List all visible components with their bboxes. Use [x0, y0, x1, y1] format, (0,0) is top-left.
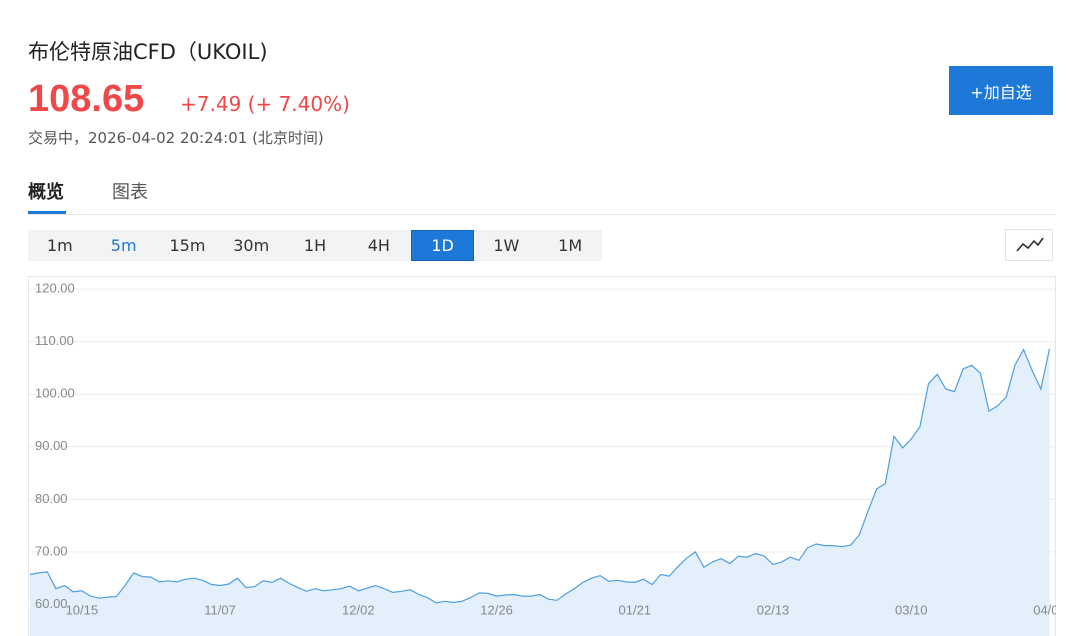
chart-type-button[interactable]	[1005, 229, 1053, 261]
period-button[interactable]: 4H	[367, 236, 390, 255]
y-tick-label: 70.00	[35, 543, 68, 558]
price-change: +7.49 (+ 7.40%)	[180, 92, 350, 116]
y-tick-label: 120.00	[35, 281, 75, 296]
y-tick-label: 90.00	[35, 438, 68, 453]
plot-area: 60.00 70.00 80.00 90.00 100.00 110.00 120.00 10…	[28, 281, 1066, 636]
trade-status: 交易中，2026-04-02 20:24:01 (北京时间)	[28, 129, 324, 147]
period-selector: 1m 5m 15m 30m 1H 4H 1D 1W 1M	[28, 230, 602, 261]
x-tick-label: 12/02	[342, 602, 375, 617]
period-button[interactable]: 1W	[493, 236, 520, 255]
period-button[interactable]: 1m	[47, 236, 73, 255]
tab[interactable]: 概览	[28, 182, 64, 203]
x-tick-label: 03/10	[895, 602, 928, 617]
area-fill	[30, 348, 1050, 636]
x-tick-label: 10/15	[66, 602, 99, 617]
tab-indicator	[28, 211, 66, 214]
y-tick-label: 100.00	[35, 386, 75, 401]
instrument-title: 布伦特原油CFD（UKOIL)	[28, 40, 268, 64]
price-line	[29, 348, 1051, 604]
y-tick-label: 80.00	[35, 491, 68, 506]
y-tick-label: 110.00	[35, 333, 74, 348]
period-button[interactable]: 30m	[233, 236, 270, 255]
x-tick-label: 04/02	[1033, 602, 1066, 617]
period-button[interactable]: 1D	[410, 230, 475, 261]
add-watchlist-button[interactable]: +加自选	[949, 66, 1053, 115]
period-button[interactable]: 1M	[558, 236, 583, 255]
period-button[interactable]: 5m	[110, 236, 137, 255]
x-tick-label: 02/13	[757, 602, 790, 617]
chart-frame	[28, 276, 1056, 636]
divider	[28, 214, 1056, 215]
y-tick-label: 60.00	[35, 596, 68, 611]
x-tick-label: 01/21	[619, 602, 652, 617]
period-button[interactable]: 15m	[169, 236, 206, 255]
x-tick-label: 12/26	[480, 602, 513, 617]
x-tick-label: 11/07	[204, 602, 236, 617]
period-button[interactable]: 1H	[303, 236, 327, 255]
price: 108.65	[28, 78, 145, 120]
tab[interactable]: 图表	[112, 182, 148, 203]
chart-type-icon	[1016, 237, 1044, 252]
